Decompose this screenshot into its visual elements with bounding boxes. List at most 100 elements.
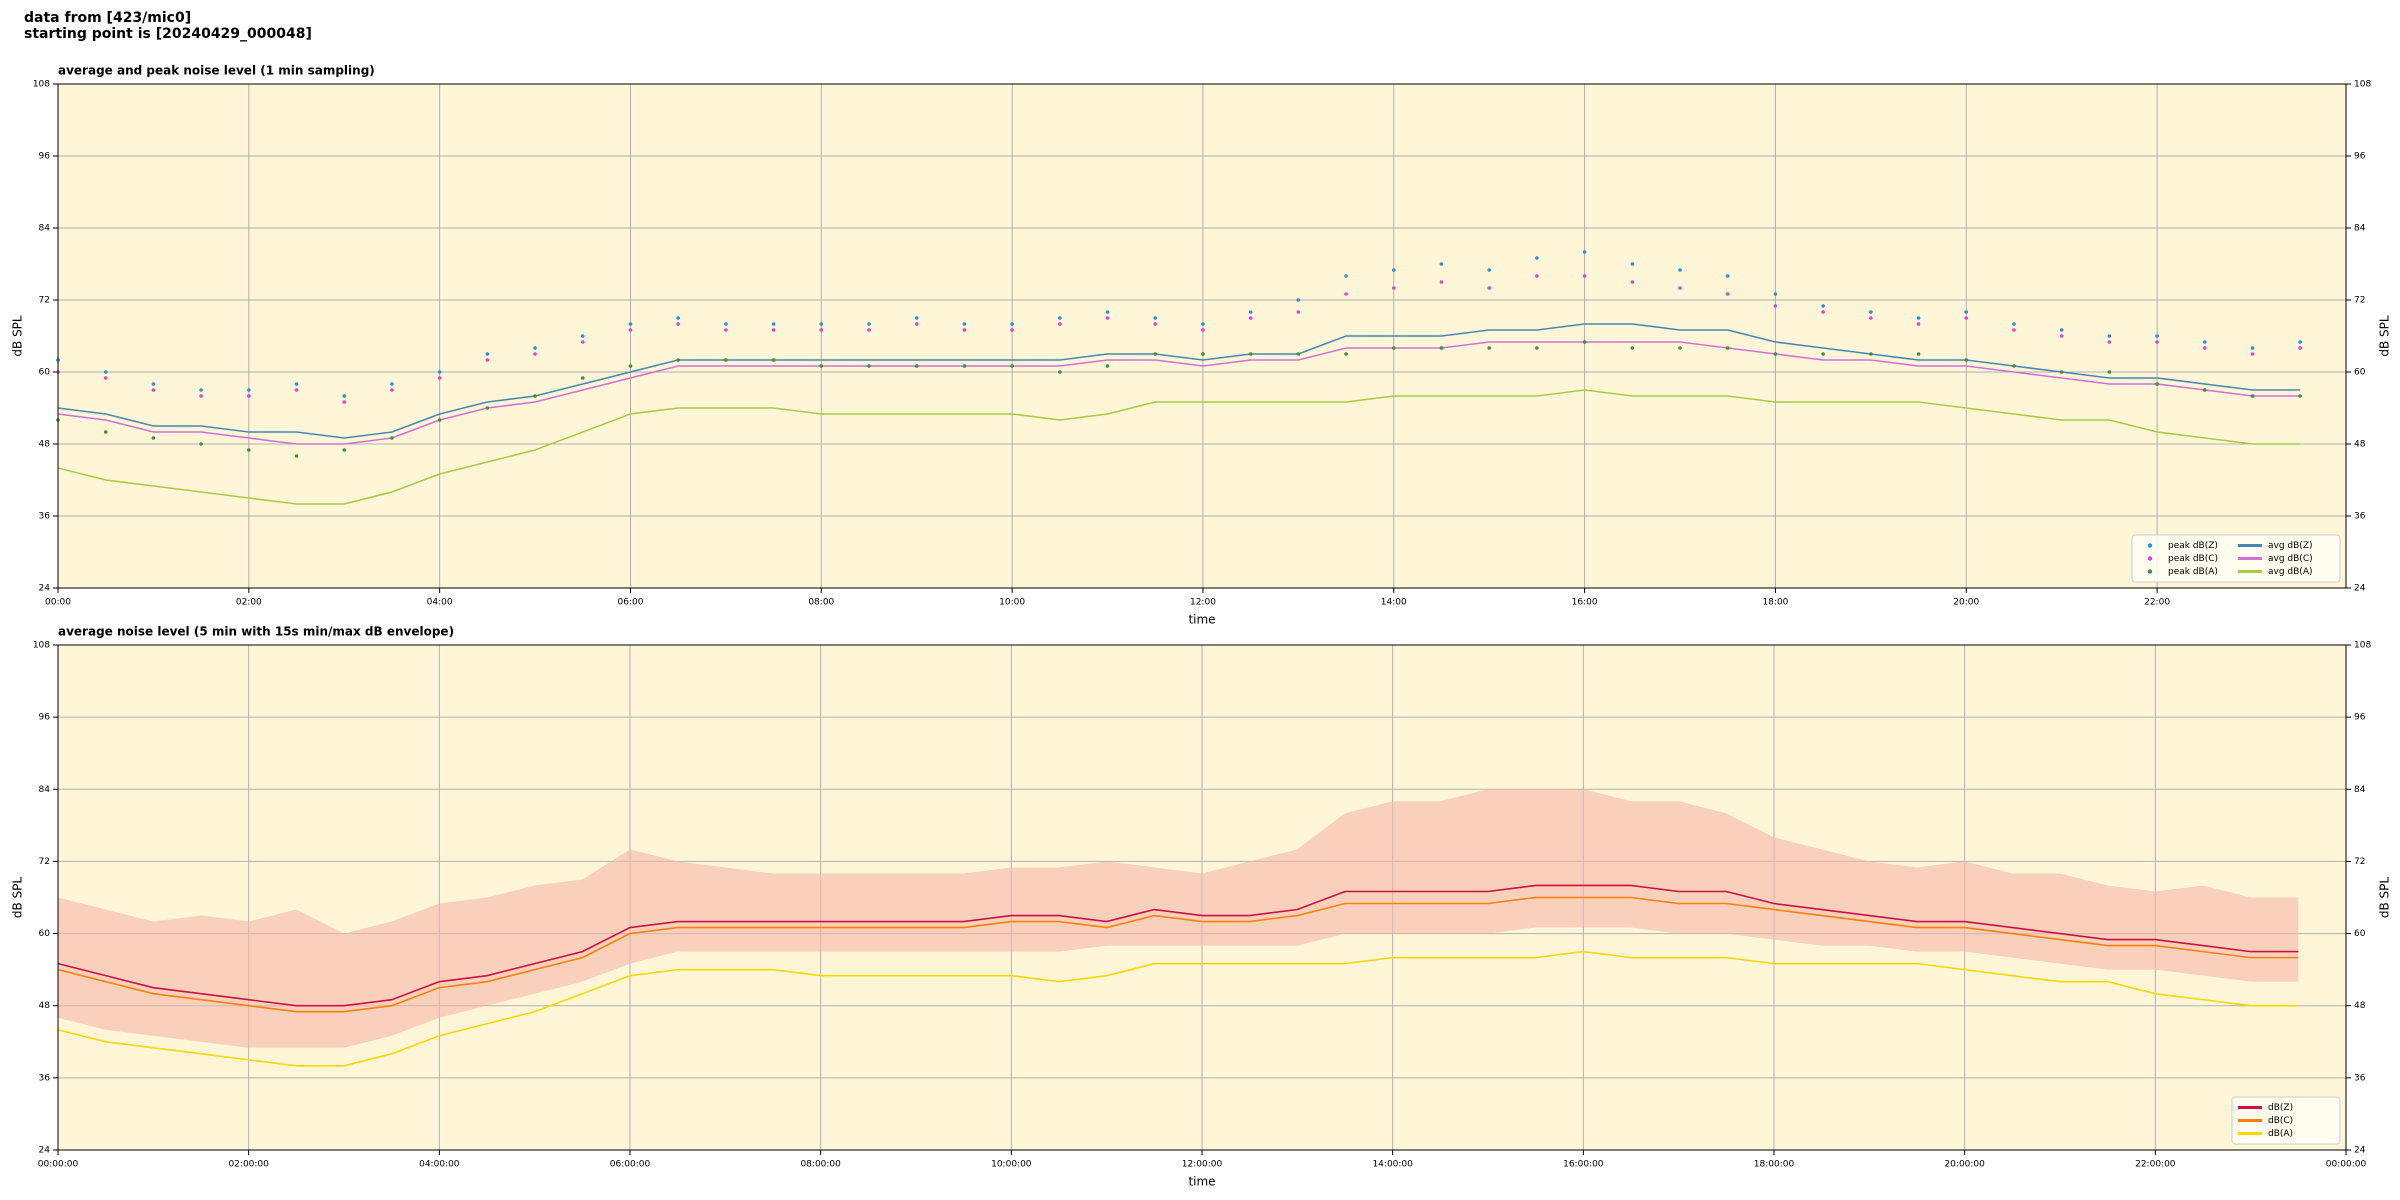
y-tick-label-right: 84 bbox=[2354, 224, 2366, 234]
y-tick-label-right: 24 bbox=[2354, 1146, 2366, 1156]
plot-background bbox=[58, 84, 2346, 588]
peak-point bbox=[2012, 328, 2016, 332]
legend-label: peak dB(A) bbox=[2168, 567, 2218, 577]
legend-label: avg dB(A) bbox=[2268, 567, 2312, 577]
peak-point bbox=[1439, 280, 1444, 284]
peak-point bbox=[2059, 328, 2064, 332]
peak-point bbox=[390, 382, 394, 386]
peak-point bbox=[1248, 310, 1253, 314]
peak-point bbox=[1869, 352, 1873, 356]
peak-point bbox=[724, 358, 728, 362]
legend-box bbox=[2131, 534, 2341, 583]
peak-point bbox=[1773, 292, 1778, 296]
peak-point bbox=[2202, 346, 2207, 350]
peak-point bbox=[962, 322, 967, 326]
peak-point bbox=[294, 382, 299, 386]
y-tick-label-right: 36 bbox=[2354, 512, 2366, 522]
peak-point bbox=[724, 328, 728, 332]
peak-point bbox=[676, 358, 680, 362]
peak-point bbox=[2059, 370, 2064, 374]
y-tick-label-right: 24 bbox=[2354, 584, 2366, 594]
series-line bbox=[57, 389, 2301, 505]
peak-point bbox=[1296, 352, 1301, 356]
peak-point bbox=[2012, 322, 2016, 326]
peak-point bbox=[485, 406, 490, 410]
peak-point bbox=[2155, 334, 2159, 338]
peak-point bbox=[1010, 364, 1014, 368]
peak-point bbox=[342, 394, 347, 398]
peak-point bbox=[103, 430, 108, 434]
peak-point bbox=[2155, 340, 2159, 344]
y-tick-label-right: 72 bbox=[2354, 857, 2365, 867]
peak-point bbox=[1201, 352, 1205, 356]
x-tick-label: 00:00:00 bbox=[38, 1160, 79, 1170]
peak-point bbox=[628, 322, 633, 326]
peak-point bbox=[1535, 346, 1539, 350]
plot-frame bbox=[57, 83, 2347, 589]
peak-point bbox=[485, 358, 490, 362]
peak-point bbox=[1296, 298, 1301, 302]
peak-point bbox=[1773, 304, 1778, 308]
series-line bbox=[57, 950, 2299, 1067]
peak-point bbox=[867, 328, 871, 332]
x-tick-label: 04:00:00 bbox=[419, 1160, 460, 1170]
peak-point bbox=[2298, 346, 2303, 350]
peak-point bbox=[1725, 346, 1730, 350]
peak-point bbox=[294, 454, 299, 458]
peak-point bbox=[914, 322, 919, 326]
peak-point bbox=[1296, 310, 1301, 314]
peak-point bbox=[1105, 316, 1110, 320]
peak-point bbox=[1964, 310, 1969, 314]
legend-label: dB(A) bbox=[2268, 1129, 2293, 1139]
legend-label: peak dB(Z) bbox=[2168, 541, 2218, 551]
figure-subtitle: starting point is [20240429_000048] bbox=[24, 26, 312, 42]
peak-point bbox=[1535, 274, 1539, 278]
peak-point bbox=[294, 388, 299, 392]
peak-point bbox=[771, 322, 776, 326]
peak-point bbox=[580, 376, 585, 380]
peak-point bbox=[1010, 328, 1014, 332]
peak-point bbox=[2107, 340, 2112, 344]
peak-point bbox=[1582, 274, 1587, 278]
peak-point bbox=[1535, 256, 1539, 260]
x-tick-label: 20:00 bbox=[1953, 598, 1979, 608]
peak-point bbox=[1344, 292, 1348, 296]
peak-point bbox=[2250, 352, 2255, 356]
peak-point bbox=[1964, 358, 1969, 362]
x-axis-label: time bbox=[1188, 613, 1215, 627]
peak-point bbox=[1248, 316, 1253, 320]
peak-point bbox=[1821, 310, 1825, 314]
y-tick-label: 36 bbox=[39, 1073, 51, 1083]
y-tick-label: 24 bbox=[39, 584, 51, 594]
peak-point bbox=[1153, 316, 1158, 320]
x-tick-label: 22:00:00 bbox=[2135, 1160, 2176, 1170]
peak-point bbox=[247, 394, 251, 398]
peak-point bbox=[1487, 286, 1491, 290]
y-tick-label: 48 bbox=[39, 440, 51, 450]
x-tick-label: 08:00 bbox=[808, 598, 834, 608]
peak-point bbox=[151, 388, 156, 392]
peak-point bbox=[676, 322, 680, 326]
peak-point bbox=[1630, 346, 1635, 350]
y-tick-label: 24 bbox=[39, 1146, 51, 1156]
y-tick-label: 48 bbox=[39, 1001, 51, 1011]
peak-point bbox=[247, 448, 251, 452]
peak-point bbox=[1821, 352, 1825, 356]
peak-point bbox=[2107, 334, 2112, 338]
peak-point bbox=[628, 364, 633, 368]
y-tick-label-right: 96 bbox=[2354, 713, 2366, 723]
peak-point bbox=[390, 388, 394, 392]
peak-point bbox=[2202, 340, 2207, 344]
x-tick-label: 10:00:00 bbox=[991, 1160, 1032, 1170]
y-tick-label: 84 bbox=[39, 224, 51, 234]
y-tick-label-right: 48 bbox=[2354, 1001, 2366, 1011]
peak-point bbox=[1869, 310, 1873, 314]
y-tick-label: 36 bbox=[39, 512, 51, 522]
peak-point bbox=[199, 394, 203, 398]
peak-point bbox=[1105, 310, 1110, 314]
legend-marker bbox=[2147, 543, 2153, 548]
legend-marker bbox=[2147, 556, 2153, 561]
peak-point bbox=[485, 352, 490, 356]
x-tick-label: 06:00 bbox=[618, 598, 644, 608]
peak-point bbox=[103, 370, 108, 374]
